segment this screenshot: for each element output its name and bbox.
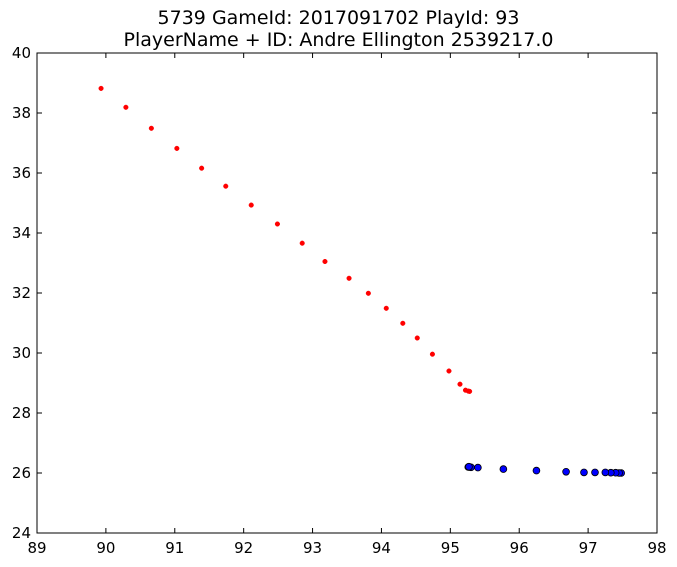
blue-data-point xyxy=(601,468,610,477)
blue-data-point xyxy=(580,468,588,477)
blue-data-point xyxy=(562,467,570,476)
blue-data-point xyxy=(532,466,541,475)
y-tick-label: 32 xyxy=(12,284,31,302)
x-tick-label: 98 xyxy=(647,539,666,557)
x-tick-label: 94 xyxy=(372,539,391,557)
red-data-point xyxy=(414,335,420,341)
red-data-point xyxy=(174,145,180,151)
y-tick-label: 28 xyxy=(12,404,31,422)
y-axis-tick-labels: 24 26 28 30 32 34 36 38 40 xyxy=(12,44,31,542)
blue-data-point xyxy=(591,468,599,477)
y-tick-label: 26 xyxy=(12,464,31,482)
x-axis-tick-labels: 89 90 91 92 93 94 95 96 97 98 xyxy=(27,539,666,557)
y-tick-label: 36 xyxy=(12,164,31,182)
x-tick-label: 91 xyxy=(165,539,184,557)
red-data-point xyxy=(274,221,280,227)
red-data-point xyxy=(248,202,254,208)
red-data-point xyxy=(98,85,104,91)
red-data-point xyxy=(365,290,371,296)
chart-subtitle: PlayerName + ID: Andre Ellington 2539217… xyxy=(123,29,554,51)
blue-data-point xyxy=(499,465,508,473)
red-data-point xyxy=(429,351,435,357)
blue-data-point xyxy=(465,462,473,471)
blue-data-point xyxy=(474,463,482,472)
red-data-point xyxy=(199,165,205,171)
y-tick-label: 40 xyxy=(12,44,31,62)
x-tick-label: 92 xyxy=(234,539,253,557)
y-tick-label: 30 xyxy=(12,344,31,362)
x-tick-label: 90 xyxy=(96,539,115,557)
x-tick-label: 97 xyxy=(579,539,598,557)
red-data-point xyxy=(322,258,328,265)
y-tick-label: 24 xyxy=(12,524,31,542)
y-tick-label: 38 xyxy=(12,104,31,122)
x-tick-label: 95 xyxy=(441,539,460,557)
red-data-point xyxy=(400,320,406,326)
x-tick-label: 96 xyxy=(510,539,529,557)
red-data-point xyxy=(467,388,473,394)
red-data-point xyxy=(299,240,305,246)
red-data-point xyxy=(123,104,129,110)
red-data-point xyxy=(446,368,452,374)
red-data-point xyxy=(383,305,389,311)
red-data-point xyxy=(346,275,352,281)
red-data-point xyxy=(457,381,463,387)
data-points xyxy=(98,85,625,477)
x-tick-label: 89 xyxy=(27,539,46,557)
plot-area-frame xyxy=(36,52,658,534)
chart-title: 5739 GameId: 2017091702 PlayId: 93 xyxy=(157,7,520,29)
y-tick-label: 34 xyxy=(12,224,31,242)
axis-ticks xyxy=(36,52,658,534)
red-data-point xyxy=(148,125,154,131)
red-data-point xyxy=(223,183,229,189)
x-tick-label: 93 xyxy=(303,539,322,557)
